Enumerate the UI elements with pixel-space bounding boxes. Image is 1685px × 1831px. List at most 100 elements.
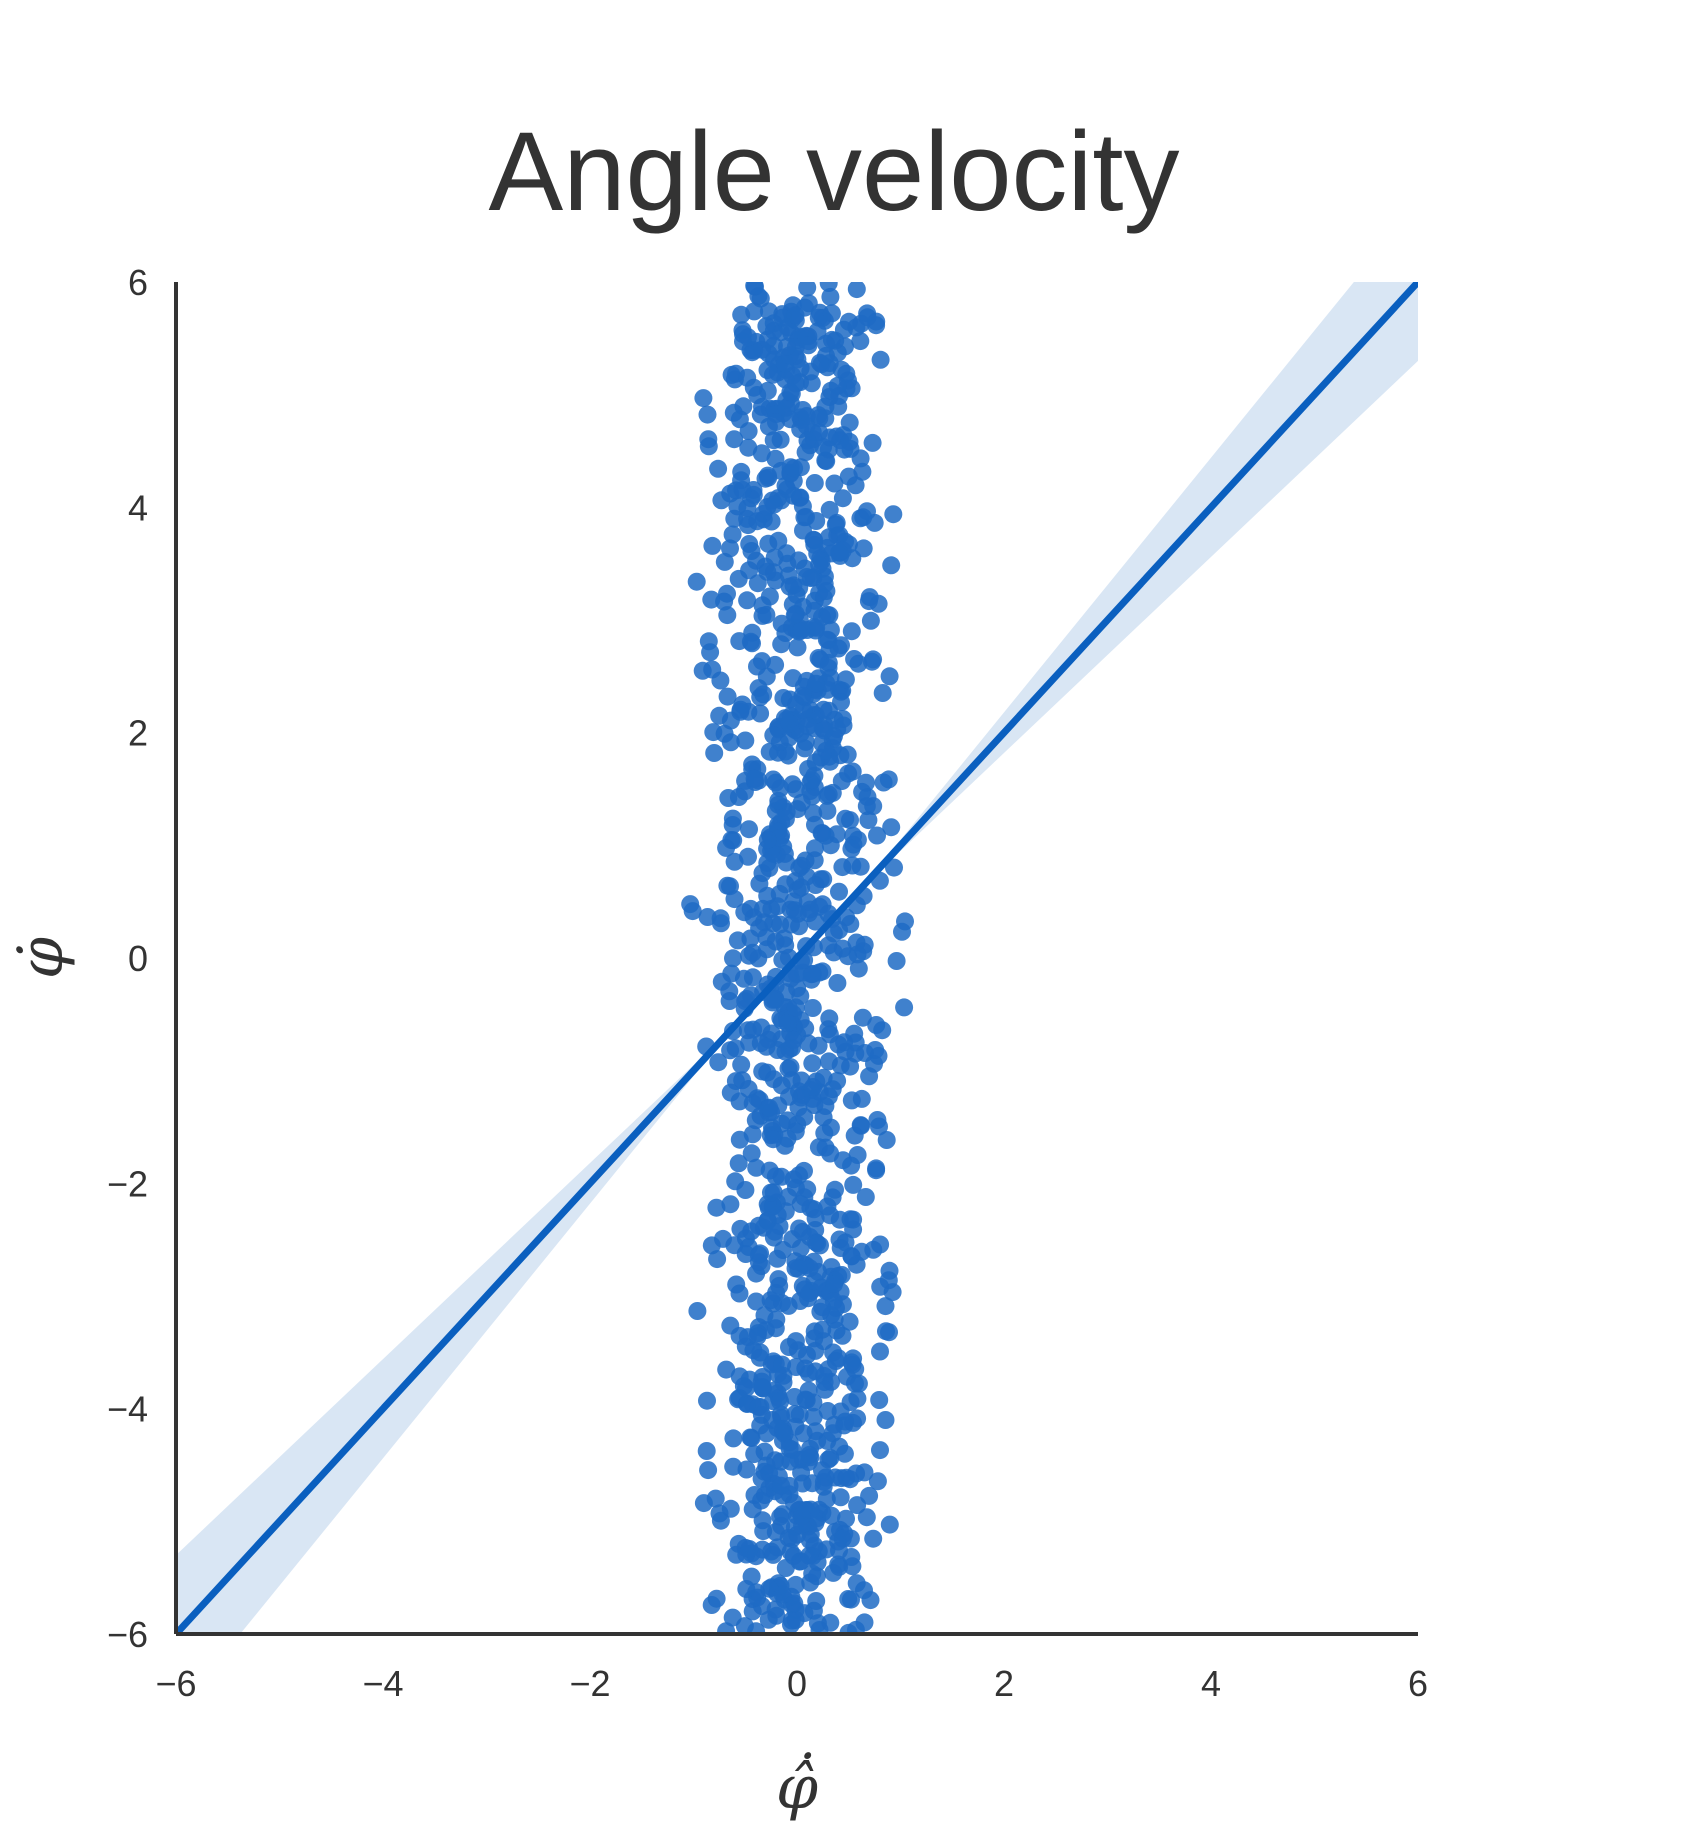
scatter-point <box>780 1087 798 1106</box>
scatter-point <box>758 940 776 959</box>
scatter-point <box>845 650 864 668</box>
scatter-point <box>866 1041 885 1059</box>
scatter-point <box>824 943 843 962</box>
scatter-point <box>867 1016 886 1034</box>
scatter-point <box>867 1159 886 1178</box>
scatter-point <box>817 582 836 600</box>
scatter-point <box>775 1136 794 1155</box>
scatter-point <box>780 1338 798 1356</box>
scatter-point <box>857 773 875 792</box>
scatter-point <box>736 1181 755 1199</box>
scatter-point <box>864 1529 883 1548</box>
scatter-point <box>725 852 744 871</box>
scatter-point <box>810 353 829 372</box>
scatter-point <box>807 1592 826 1610</box>
scatter-point <box>800 1546 819 1565</box>
scatter-point <box>849 1374 868 1393</box>
scatter-point <box>848 1389 867 1408</box>
scatter-point <box>774 1241 792 1259</box>
scatter-point <box>697 1442 716 1460</box>
scatter-point <box>842 839 861 858</box>
scatter-point <box>771 915 790 934</box>
scatter-point <box>790 1219 809 1238</box>
scatter-point <box>707 1589 726 1608</box>
scatter-point <box>842 622 861 641</box>
scatter-point <box>831 1488 850 1507</box>
scatter-point <box>803 964 822 983</box>
scatter-point <box>762 512 781 531</box>
scatter-point <box>822 1506 841 1525</box>
scatter-point <box>723 525 742 544</box>
scatter-point <box>740 946 758 965</box>
scatter-point <box>863 433 882 452</box>
scatter-point <box>819 658 838 677</box>
scatter-point <box>830 882 848 901</box>
scatter-point <box>745 1486 764 1504</box>
scatter-point <box>732 462 751 481</box>
scatter-point <box>751 1416 770 1435</box>
scatter-point <box>741 1428 760 1447</box>
scatter-point <box>712 491 731 510</box>
scatter-point <box>819 282 838 292</box>
y-tick-label: 4 <box>128 487 148 528</box>
scatter-point <box>734 969 753 988</box>
scatter-point <box>722 831 741 849</box>
scatter-point <box>723 1608 742 1627</box>
scatter-point <box>758 830 777 849</box>
scatter-point <box>826 515 845 534</box>
scatter-point <box>839 467 858 486</box>
scatter-point <box>857 797 876 816</box>
scatter-point <box>707 1198 726 1217</box>
scatter-point <box>755 913 773 932</box>
scatter-point <box>860 1486 879 1505</box>
scatter-point <box>740 561 759 580</box>
scatter-point <box>751 688 770 707</box>
scatter-point <box>758 361 777 380</box>
scatter-point <box>743 1125 762 1144</box>
scatter-point <box>764 770 783 789</box>
scatter-point <box>808 1234 827 1253</box>
scatter-point <box>880 1515 899 1534</box>
scatter-point <box>779 1296 798 1315</box>
scatter-point <box>766 1523 785 1542</box>
scatter-point <box>785 459 804 478</box>
scatter-point <box>820 640 839 659</box>
scatter-point <box>847 282 866 299</box>
scatter-point <box>772 1167 791 1186</box>
scatter-point <box>740 535 759 553</box>
scatter-point <box>795 739 814 758</box>
scatter-point <box>799 336 818 355</box>
scatter-point <box>871 1441 889 1460</box>
scatter-point <box>783 775 802 794</box>
scatter-point <box>788 638 807 657</box>
scatter-point <box>766 655 785 674</box>
scatter-point <box>805 1272 824 1291</box>
scatter-point <box>725 1236 744 1255</box>
scatter-point <box>712 972 731 991</box>
scatter-point <box>705 744 724 762</box>
scatter-point <box>823 1424 842 1443</box>
scatter-point <box>868 1472 887 1491</box>
scatter-point <box>742 1144 761 1163</box>
scatter-point <box>861 1591 880 1610</box>
scatter-point <box>790 859 809 878</box>
scatter-point <box>764 726 783 745</box>
scatter-point <box>709 1053 728 1072</box>
scatter-point <box>844 1210 863 1229</box>
scatter-point <box>807 674 825 693</box>
scatter-point <box>698 908 717 926</box>
scatter-point <box>796 1019 815 1038</box>
scatter-point <box>833 710 852 728</box>
scatter-point <box>808 322 827 341</box>
scatter-point <box>738 591 757 610</box>
scatter-point <box>759 534 778 553</box>
scatter-point <box>833 489 852 508</box>
scatter-point <box>831 1402 850 1421</box>
scatter-point <box>868 1111 887 1129</box>
scatter-point <box>760 587 779 606</box>
scatter-point <box>715 552 734 571</box>
scatter-point <box>877 1131 896 1149</box>
scatter-point <box>753 1062 772 1081</box>
scatter-point <box>856 1188 875 1206</box>
scatter-point <box>835 440 854 459</box>
